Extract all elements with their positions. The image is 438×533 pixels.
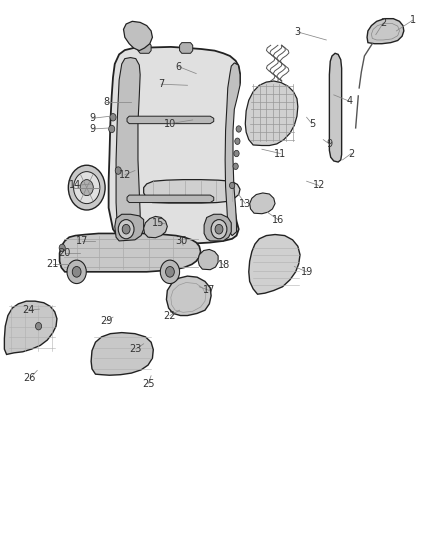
Circle shape	[110, 114, 116, 121]
Polygon shape	[245, 81, 298, 146]
Text: 12: 12	[119, 170, 131, 180]
Text: 6: 6	[176, 62, 182, 71]
Polygon shape	[109, 47, 240, 244]
Text: 9: 9	[89, 114, 95, 123]
Text: 21: 21	[46, 260, 59, 269]
Circle shape	[160, 260, 180, 284]
Circle shape	[74, 172, 100, 204]
Polygon shape	[180, 43, 193, 53]
Text: 25: 25	[142, 379, 154, 389]
Polygon shape	[4, 301, 57, 354]
Polygon shape	[250, 193, 275, 214]
Text: 4: 4	[346, 96, 353, 106]
Text: 11: 11	[274, 149, 286, 158]
Text: 16: 16	[272, 215, 284, 224]
Circle shape	[118, 220, 134, 239]
Circle shape	[166, 266, 174, 277]
Circle shape	[122, 224, 130, 234]
Text: 29: 29	[100, 316, 112, 326]
Text: 20: 20	[59, 248, 71, 258]
Text: 7: 7	[158, 79, 164, 89]
Circle shape	[233, 163, 238, 169]
Text: 13: 13	[239, 199, 251, 208]
Text: 3: 3	[295, 27, 301, 37]
Text: 18: 18	[218, 261, 230, 270]
Polygon shape	[127, 195, 214, 203]
Text: 2: 2	[348, 149, 354, 158]
Text: 15: 15	[152, 218, 165, 228]
Circle shape	[80, 180, 93, 196]
Polygon shape	[124, 21, 152, 51]
Circle shape	[59, 244, 65, 252]
Text: 17: 17	[203, 286, 215, 295]
Polygon shape	[115, 214, 144, 241]
Circle shape	[215, 224, 223, 234]
Text: 2: 2	[380, 18, 386, 28]
Polygon shape	[138, 43, 151, 53]
Text: 8: 8	[103, 98, 109, 107]
Polygon shape	[144, 180, 240, 203]
Polygon shape	[249, 235, 300, 294]
Text: 22: 22	[164, 311, 176, 320]
Polygon shape	[225, 63, 240, 236]
Text: 26: 26	[24, 374, 36, 383]
Polygon shape	[198, 249, 218, 270]
Text: 10: 10	[164, 119, 176, 128]
Polygon shape	[329, 53, 342, 162]
Circle shape	[67, 260, 86, 284]
Circle shape	[234, 150, 239, 157]
Polygon shape	[91, 333, 153, 375]
Text: 12: 12	[313, 181, 325, 190]
Text: 30: 30	[176, 236, 188, 246]
Text: 14: 14	[69, 181, 81, 190]
Polygon shape	[144, 216, 167, 238]
Circle shape	[236, 126, 241, 132]
Text: 19: 19	[300, 267, 313, 277]
Text: 9: 9	[326, 139, 332, 149]
Circle shape	[115, 167, 121, 174]
Polygon shape	[204, 214, 231, 241]
Polygon shape	[60, 233, 201, 272]
Text: 24: 24	[22, 305, 35, 315]
Polygon shape	[116, 58, 140, 236]
Polygon shape	[367, 19, 404, 44]
Circle shape	[109, 125, 115, 133]
Polygon shape	[166, 276, 211, 316]
Circle shape	[68, 165, 105, 210]
Circle shape	[35, 322, 42, 330]
Text: 17: 17	[76, 236, 88, 246]
Polygon shape	[127, 116, 214, 124]
Text: 23: 23	[130, 344, 142, 354]
Circle shape	[230, 182, 235, 189]
Text: 1: 1	[410, 15, 416, 25]
Circle shape	[72, 266, 81, 277]
Text: 5: 5	[309, 119, 315, 128]
Circle shape	[211, 220, 227, 239]
Text: 9: 9	[89, 124, 95, 134]
Circle shape	[235, 138, 240, 144]
